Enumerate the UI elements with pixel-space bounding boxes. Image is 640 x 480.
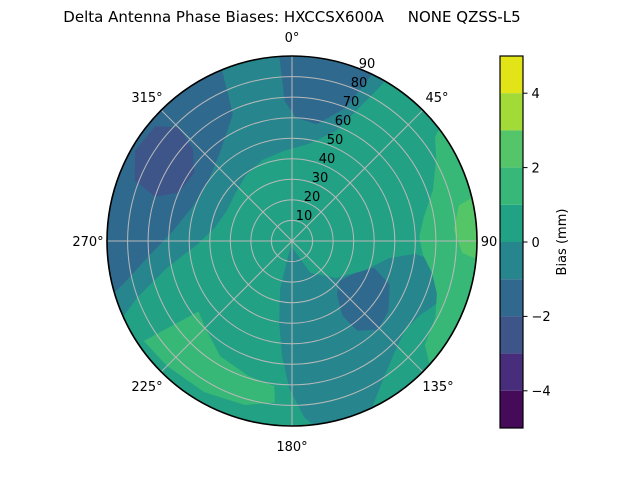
colorbar-tick-labels: 4 2 0 −2 −4: [532, 87, 551, 400]
chart-title: Delta Antenna Phase Biases: HXCCSX600A N…: [63, 8, 521, 26]
theta-label-270: 270°: [72, 235, 103, 250]
colorbar-tick-label-2: 2: [532, 161, 540, 176]
colorbar-band-6: [500, 279, 523, 317]
theta-label-225: 225°: [131, 380, 162, 395]
grid-spoke-225: [160, 240, 293, 373]
colorbar-tick-label-neg4: −4: [532, 385, 551, 400]
grid-spoke-315: [160, 109, 293, 242]
r-label-60: 60: [335, 114, 352, 129]
colorbar-tick-label-4: 4: [532, 87, 540, 102]
contour-band-p2-southwest: [143, 311, 275, 405]
colorbar-band-8: [500, 353, 523, 391]
colorbar-band-9: [500, 390, 523, 428]
r-label-20: 20: [304, 190, 321, 205]
colorbar-band-3: [500, 167, 523, 205]
theta-label-90: 90: [481, 235, 498, 250]
colorbar-band-4: [500, 204, 523, 242]
polar-outline: [106, 55, 478, 427]
polar-grid: [107, 56, 477, 426]
colorbar-axis-label: Bias (mm): [555, 209, 570, 276]
r-label-90: 90: [359, 57, 376, 72]
angular-tick-labels: 0° 45° 90 135° 180° 225° 270° 315°: [72, 31, 497, 455]
colorbar-band-0: [500, 56, 523, 94]
r-label-80: 80: [351, 76, 368, 91]
contour-band-m2-top: [278, 56, 376, 125]
radial-tick-labels: 10 20 30 40 50 60 70 80 90: [296, 57, 376, 224]
colorbar-tick-label-neg2: −2: [532, 310, 551, 325]
contour-band-m1-bottom: [279, 245, 448, 426]
theta-label-45: 45°: [425, 91, 448, 106]
colorbar-band-1: [500, 93, 523, 131]
r-label-70: 70: [343, 95, 360, 110]
r-label-30: 30: [312, 171, 329, 186]
grid-spoke-135: [291, 240, 424, 373]
grid-spoke-45: [291, 109, 424, 242]
colorbar-ticks: [523, 92, 528, 392]
theta-label-0: 0°: [285, 31, 300, 46]
r-label-50: 50: [327, 133, 344, 148]
contour-band-m2-southeast: [336, 267, 390, 331]
theta-label-315: 315°: [131, 91, 162, 106]
r-label-40: 40: [319, 152, 336, 167]
r-label-10: 10: [296, 209, 313, 224]
colorbar-band-2: [500, 130, 523, 168]
colorbar-band-5: [500, 242, 523, 280]
contour-band-m3-northwest: [134, 126, 195, 197]
colorbar-tick-label-0: 0: [532, 236, 540, 251]
colorbar-band-7: [500, 316, 523, 354]
theta-label-180: 180°: [276, 440, 307, 455]
theta-label-135: 135°: [422, 380, 453, 395]
colorbar: 4 2 0 −2 −4 Bias (mm): [499, 55, 570, 429]
